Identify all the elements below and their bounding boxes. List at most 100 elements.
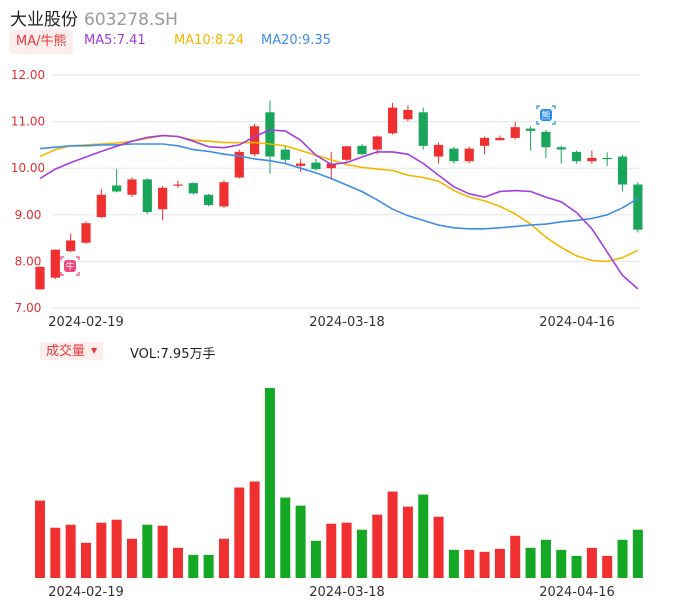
volume-bar[interactable] bbox=[341, 522, 352, 578]
candle[interactable] bbox=[633, 182, 643, 233]
candle[interactable] bbox=[464, 146, 474, 164]
y-tick-label: 11.00 bbox=[11, 115, 45, 129]
ma20-legend: MA20:9.35 bbox=[261, 33, 331, 48]
volume-bar[interactable] bbox=[448, 549, 459, 578]
volume-bar[interactable] bbox=[280, 497, 291, 578]
volume-bar[interactable] bbox=[372, 514, 383, 578]
volume-bar[interactable] bbox=[510, 535, 521, 578]
volume-bar[interactable] bbox=[65, 524, 76, 578]
candle[interactable] bbox=[617, 155, 628, 192]
candle[interactable] bbox=[112, 169, 122, 193]
volume-bar[interactable] bbox=[218, 538, 229, 578]
volume-bar[interactable] bbox=[172, 547, 183, 578]
candle[interactable] bbox=[587, 150, 597, 164]
candle[interactable] bbox=[525, 126, 536, 151]
volume-bar[interactable] bbox=[234, 487, 245, 578]
candle[interactable] bbox=[66, 233, 76, 253]
volume-bar[interactable] bbox=[326, 523, 337, 578]
candle[interactable] bbox=[96, 188, 106, 219]
volume-x-tick-label: 2024-03-18 bbox=[309, 585, 385, 600]
volume-x-tick-label: 2024-04-16 bbox=[539, 585, 615, 600]
candle[interactable] bbox=[449, 146, 459, 164]
candle[interactable] bbox=[357, 143, 367, 156]
volume-bar[interactable] bbox=[540, 539, 551, 578]
volume-bar[interactable] bbox=[586, 547, 597, 578]
candle[interactable] bbox=[556, 145, 566, 164]
svg-text:牛: 牛 bbox=[65, 261, 74, 273]
candle[interactable] bbox=[50, 249, 60, 280]
volume-bar[interactable] bbox=[494, 548, 505, 578]
ma-toggle-button[interactable]: MA/牛熊 bbox=[10, 30, 73, 54]
candle[interactable] bbox=[234, 149, 244, 179]
price-grid bbox=[52, 74, 640, 309]
candle[interactable] bbox=[326, 151, 336, 180]
volume-bar[interactable] bbox=[571, 555, 582, 578]
volume-bar[interactable] bbox=[602, 555, 613, 578]
volume-bar[interactable] bbox=[203, 554, 214, 578]
volume-bar[interactable] bbox=[126, 538, 137, 578]
volume-bar[interactable] bbox=[387, 491, 398, 578]
candle[interactable] bbox=[158, 185, 168, 221]
x-tick-label: 2024-03-18 bbox=[309, 315, 385, 330]
candle[interactable] bbox=[296, 158, 306, 172]
volume-bar[interactable] bbox=[295, 505, 306, 578]
x-tick-label: 2024-02-19 bbox=[48, 315, 124, 330]
candle[interactable] bbox=[81, 221, 91, 244]
candle[interactable] bbox=[250, 123, 260, 157]
volume-bar[interactable] bbox=[35, 500, 45, 578]
volume-bar[interactable] bbox=[310, 540, 321, 578]
candle[interactable] bbox=[418, 107, 428, 150]
axis-labels: 12.00 11.00 10.00 9.00 8.00 7.00 2024-02-19 202… bbox=[11, 68, 615, 600]
volume-x-tick-label: 2024-02-19 bbox=[48, 585, 124, 600]
volume-bar[interactable] bbox=[479, 551, 490, 578]
bull-signal-icon[interactable]: 牛 bbox=[60, 256, 80, 276]
volume-bar[interactable] bbox=[157, 525, 168, 578]
volume-bar[interactable] bbox=[142, 524, 153, 578]
candle[interactable] bbox=[265, 100, 275, 174]
y-tick-label: 8.00 bbox=[15, 254, 42, 268]
candle[interactable] bbox=[219, 180, 229, 208]
volume-indicator-label: 成交量 bbox=[46, 344, 86, 359]
candle[interactable] bbox=[127, 177, 137, 198]
volume-bar[interactable] bbox=[617, 539, 628, 578]
bear-signal-icon[interactable]: 熊 bbox=[536, 105, 556, 125]
candle[interactable] bbox=[403, 105, 413, 122]
candle[interactable] bbox=[571, 150, 582, 164]
candle[interactable] bbox=[342, 145, 352, 162]
volume-bar[interactable] bbox=[188, 554, 199, 578]
volume-bar[interactable] bbox=[96, 522, 107, 578]
moving-average-lines bbox=[39, 129, 639, 290]
candle[interactable] bbox=[495, 135, 505, 141]
candle[interactable] bbox=[433, 142, 444, 164]
candle[interactable] bbox=[188, 182, 198, 195]
volume-value: VOL:7.95万手 bbox=[130, 347, 216, 362]
volume-bar[interactable] bbox=[402, 506, 413, 578]
candle[interactable] bbox=[541, 129, 551, 158]
volume-bar[interactable] bbox=[50, 527, 61, 578]
y-tick-label: 7.00 bbox=[15, 301, 42, 315]
svg-text:熊: 熊 bbox=[541, 110, 550, 122]
volume-bar[interactable] bbox=[249, 481, 260, 578]
volume-bar[interactable] bbox=[525, 547, 536, 578]
volume-bar[interactable] bbox=[111, 519, 122, 578]
candle[interactable] bbox=[311, 158, 321, 171]
candle[interactable] bbox=[387, 102, 398, 135]
volume-bar[interactable] bbox=[464, 549, 475, 578]
volume-bar[interactable] bbox=[556, 549, 567, 578]
candle[interactable] bbox=[142, 178, 152, 214]
candle[interactable] bbox=[204, 193, 214, 207]
candle[interactable] bbox=[479, 136, 490, 155]
candle[interactable] bbox=[280, 145, 290, 164]
candle[interactable] bbox=[602, 152, 612, 166]
candle[interactable] bbox=[173, 180, 183, 188]
volume-indicator-dropdown[interactable]: 成交量 ▼ bbox=[40, 342, 104, 360]
volume-bar[interactable] bbox=[632, 529, 643, 578]
volume-bar[interactable] bbox=[264, 388, 275, 578]
volume-bar[interactable] bbox=[356, 529, 367, 578]
candle[interactable] bbox=[510, 121, 520, 140]
candle[interactable] bbox=[35, 266, 45, 290]
volume-bar[interactable] bbox=[418, 494, 429, 578]
volume-bar[interactable] bbox=[80, 542, 91, 578]
volume-bar[interactable] bbox=[433, 516, 444, 578]
